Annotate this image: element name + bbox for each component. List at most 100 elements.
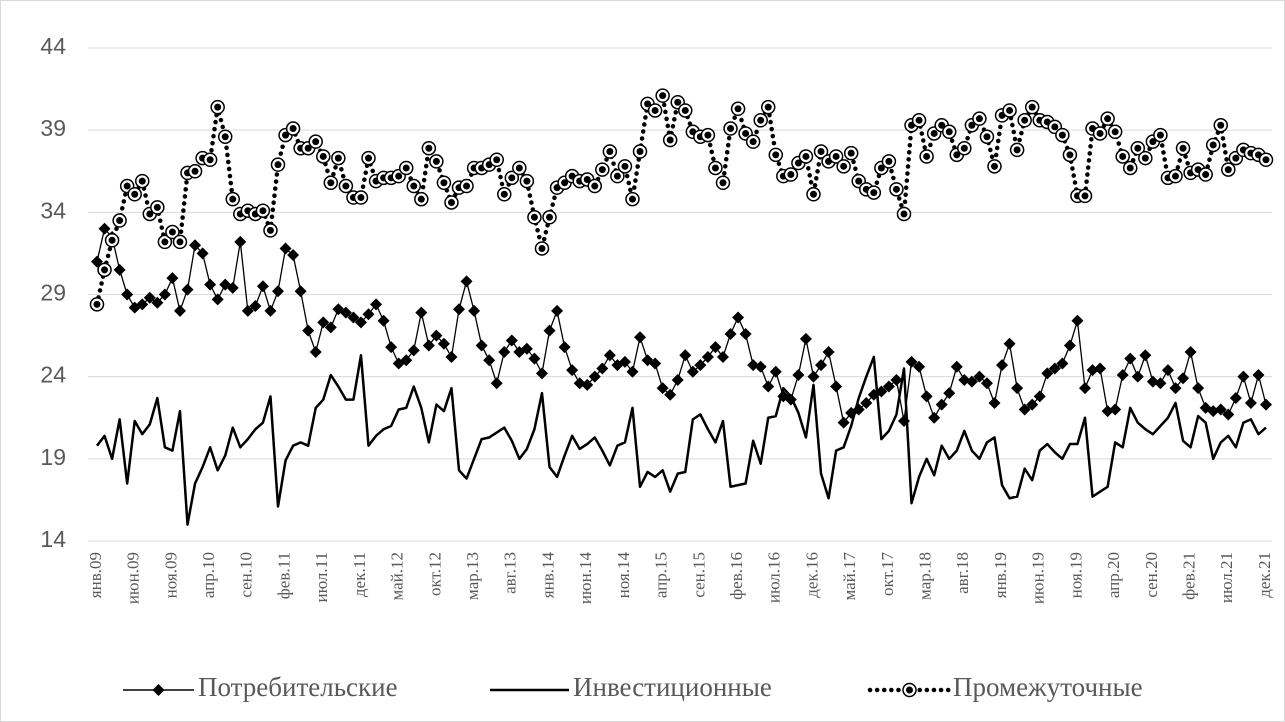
- circle-marker: [316, 149, 331, 164]
- circle-dot: [787, 171, 795, 179]
- diamond-marker: [279, 242, 292, 255]
- circle-dot: [1134, 144, 1142, 152]
- circle-marker: [202, 152, 218, 167]
- diamond-marker: [152, 684, 165, 696]
- circle-marker: [1221, 162, 1236, 177]
- circle-marker: [504, 170, 520, 186]
- x-tick-label: фев.11: [274, 552, 293, 599]
- diamond-marker: [943, 387, 956, 400]
- diamond-marker: [799, 332, 812, 345]
- diamond-marker: [1063, 339, 1076, 352]
- legend-label: Потребительские: [198, 672, 398, 702]
- circle-marker: [881, 154, 897, 169]
- circle-dot: [915, 116, 923, 124]
- circle-marker: [150, 200, 165, 215]
- circle-marker: [165, 224, 180, 240]
- diamond-marker: [1011, 382, 1024, 395]
- x-tick-label: июн.09: [124, 552, 143, 604]
- circle-marker: [127, 187, 142, 202]
- circle-dot: [108, 236, 116, 244]
- diamond-marker: [1078, 382, 1091, 395]
- circle-dot: [644, 100, 652, 108]
- x-tick-label: дек.11: [350, 552, 369, 597]
- diamond-marker: [1026, 398, 1039, 411]
- circle-dot: [538, 244, 546, 252]
- y-tick-label: 24: [40, 362, 66, 388]
- circle-marker: [723, 121, 738, 136]
- x-tick-label: дек.16: [802, 552, 821, 598]
- diamond-marker: [249, 300, 262, 313]
- circle-marker: [1198, 167, 1213, 182]
- circle-dot: [1021, 116, 1029, 124]
- circle-dot: [674, 98, 682, 106]
- circle-dot: [206, 156, 214, 164]
- circle-marker: [836, 159, 851, 174]
- circle-dot: [327, 179, 335, 187]
- circle-marker: [1205, 137, 1221, 153]
- x-tick-label: ноя.09: [161, 552, 180, 598]
- circle-marker: [806, 187, 821, 202]
- diamond-marker: [453, 303, 466, 316]
- circle-dot: [900, 210, 908, 218]
- circle-dot: [1013, 146, 1021, 154]
- diamond-marker: [362, 308, 375, 321]
- diamond-marker: [996, 359, 1009, 372]
- circle-dot: [1028, 103, 1036, 111]
- circle-dot: [546, 213, 554, 221]
- diamond-marker: [754, 360, 767, 373]
- diamond-marker: [664, 388, 677, 401]
- circle-dot: [304, 144, 312, 152]
- circle-marker: [263, 223, 278, 238]
- diamond-marker: [535, 367, 548, 380]
- x-tick-label: ноя.19: [1066, 552, 1085, 598]
- circle-dot: [734, 105, 742, 113]
- circle-marker: [542, 210, 557, 225]
- diamond-marker: [980, 377, 993, 390]
- circle-marker: [1055, 127, 1070, 143]
- diamond-marker: [241, 304, 254, 317]
- circle-marker: [1175, 140, 1191, 156]
- circle-dot: [1262, 156, 1270, 164]
- circle-marker: [1009, 142, 1025, 158]
- diamond-marker: [988, 396, 1001, 409]
- diamond-marker: [181, 283, 194, 296]
- circle-marker: [662, 132, 678, 148]
- circle-dot: [990, 162, 998, 170]
- diamond-marker: [860, 396, 873, 409]
- diamond-marker: [339, 306, 352, 319]
- x-tick-label: апр.15: [652, 552, 671, 598]
- circle-dot: [493, 156, 501, 164]
- circle-marker: [331, 150, 346, 166]
- circle-marker: [527, 210, 542, 225]
- circle-marker: [398, 160, 414, 176]
- circle-marker: [1122, 160, 1138, 176]
- diamond-marker: [1161, 364, 1174, 377]
- diamond-marker: [166, 272, 179, 285]
- circle-dot: [606, 148, 614, 156]
- x-tick-label: май.12: [388, 552, 407, 601]
- diamond-marker: [822, 346, 835, 359]
- diamond-marker: [1237, 370, 1250, 383]
- diamond-marker: [1169, 382, 1182, 395]
- circle-marker: [172, 234, 188, 250]
- diamond-marker: [151, 296, 164, 309]
- diamond-marker: [807, 370, 820, 383]
- diamond-marker: [437, 337, 450, 350]
- diamond-marker: [189, 239, 202, 252]
- circle-dot: [274, 161, 282, 169]
- diamond-marker: [287, 249, 300, 262]
- circle-marker: [625, 191, 640, 207]
- circle-marker: [843, 145, 859, 161]
- circle-dot: [704, 131, 712, 139]
- diamond-marker: [377, 314, 390, 327]
- diamond-marker: [324, 321, 337, 334]
- circle-marker: [798, 149, 814, 164]
- diamond-marker: [294, 285, 307, 298]
- circle-marker: [225, 191, 241, 207]
- diamond-marker: [965, 375, 978, 388]
- diamond-marker: [1018, 403, 1031, 416]
- circle-dot: [968, 121, 976, 129]
- circle-marker: [489, 152, 504, 167]
- diamond-marker: [656, 382, 669, 395]
- circle-dot: [282, 131, 290, 139]
